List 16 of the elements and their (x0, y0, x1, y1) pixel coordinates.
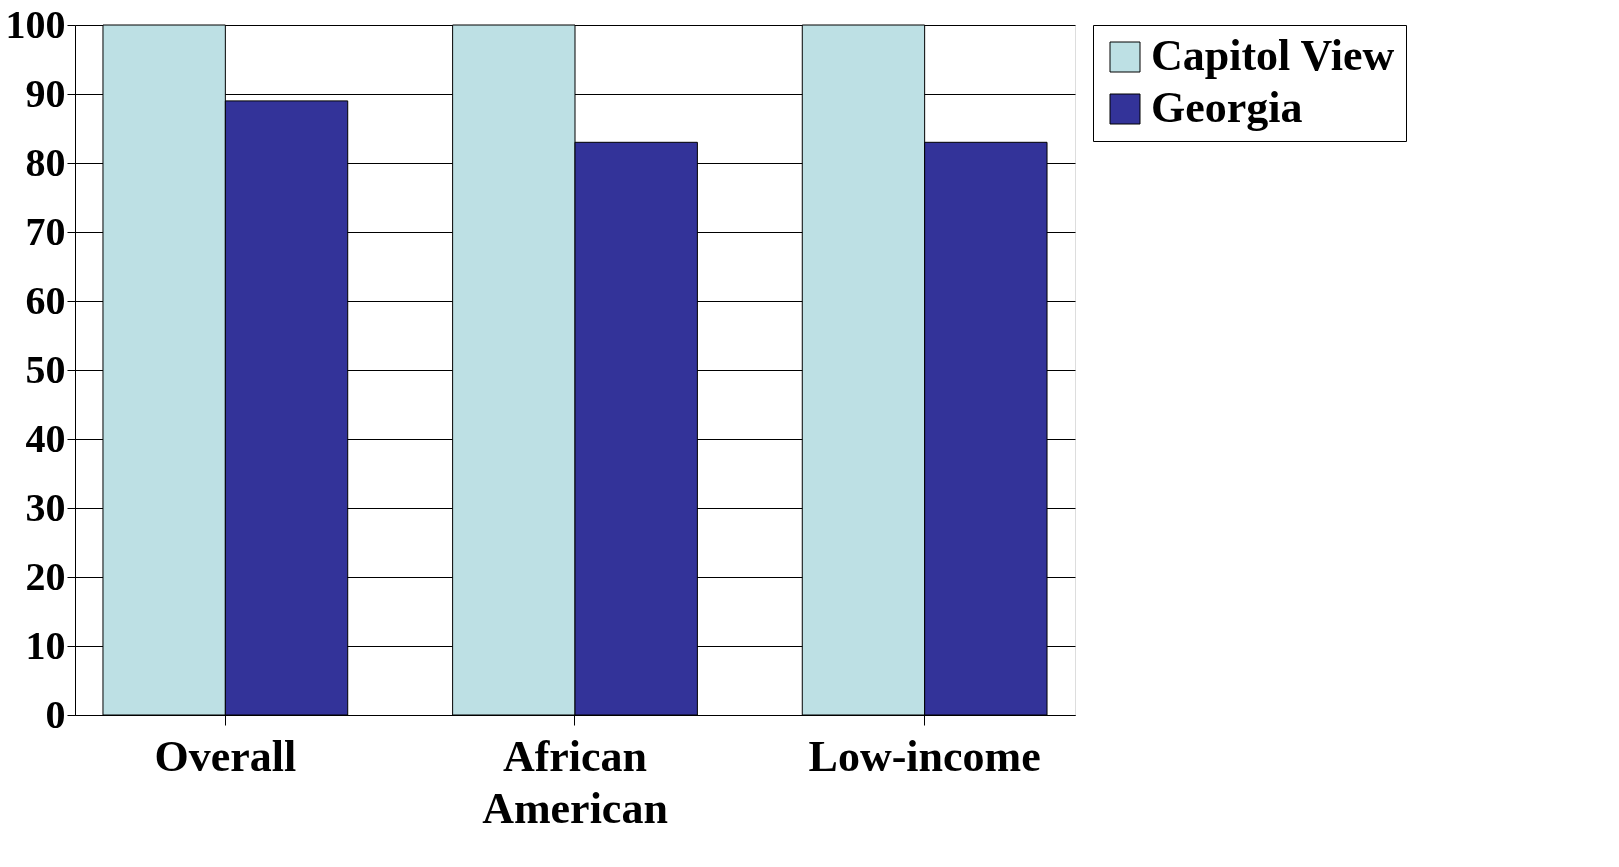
y-tick-label: 80 (25, 139, 66, 185)
x-tick-label: African American (482, 731, 668, 833)
y-tick-label: 40 (25, 415, 66, 461)
y-tick-label: 70 (25, 208, 66, 254)
y-tick-label: 100 (5, 1, 66, 47)
legend-label: Georgia (1151, 83, 1303, 132)
x-tick-label: Low-income (808, 731, 1041, 781)
y-tick-label: 50 (25, 346, 66, 392)
y-tick-label: 90 (25, 70, 66, 116)
y-tick-label: 60 (25, 277, 66, 323)
x-tick-label: Overall (154, 731, 297, 781)
y-tick-label: 30 (25, 484, 66, 530)
legend-label: Capitol View (1151, 31, 1395, 80)
y-tick-label: 10 (25, 622, 66, 668)
y-tick-label: 20 (25, 553, 66, 599)
y-tick-label: 0 (45, 691, 66, 737)
